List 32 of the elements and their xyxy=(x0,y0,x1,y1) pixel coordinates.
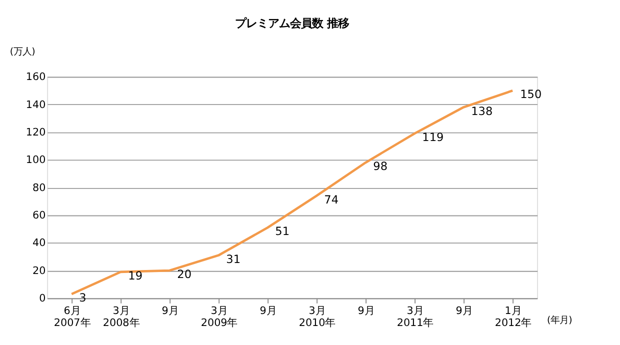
chart-title: プレミアム会員数 推移 xyxy=(235,16,350,30)
data-label: 20 xyxy=(177,268,192,282)
data-label: 150 xyxy=(520,88,542,102)
x-tick-label: 9月 xyxy=(358,304,374,317)
y-tick-label: 160 xyxy=(26,71,46,84)
data-label: 74 xyxy=(324,193,339,206)
x-tick-label: 3月 2010年 xyxy=(298,304,336,329)
y-tick-label: 140 xyxy=(26,98,46,111)
x-tick-label: 9月 xyxy=(162,304,178,317)
y-tick-label: 100 xyxy=(26,154,46,166)
y-tick-label: 80 xyxy=(32,182,46,194)
y-tick-label: 120 xyxy=(26,126,46,138)
y-tick-label: 40 xyxy=(32,237,46,250)
x-tick-label: 3月 2011年 xyxy=(396,304,434,329)
data-label: 51 xyxy=(275,225,290,238)
x-tick-label: 9月 xyxy=(456,304,472,317)
x-tick-label: 6月 2007年 xyxy=(54,304,90,329)
y-axis-title: (万人) xyxy=(10,46,36,58)
y-tick-label: 20 xyxy=(32,264,46,277)
x-tick-label: 3月 2009年 xyxy=(200,304,238,329)
x-tick-label: 9月 xyxy=(260,304,276,317)
data-label: 119 xyxy=(422,131,444,144)
x-tick-label: 1月 2012年 xyxy=(494,304,532,329)
x-axis-title: (年月) xyxy=(546,315,572,326)
data-label: 3 xyxy=(79,292,86,305)
x-tick-label: 3月 2008年 xyxy=(102,304,140,329)
y-tick-label: 0 xyxy=(39,292,46,304)
y-tick-label: 60 xyxy=(32,209,46,222)
data-label: 98 xyxy=(373,160,388,174)
data-label: 138 xyxy=(471,104,493,118)
data-label: 31 xyxy=(226,252,241,266)
data-label: 19 xyxy=(128,269,143,282)
